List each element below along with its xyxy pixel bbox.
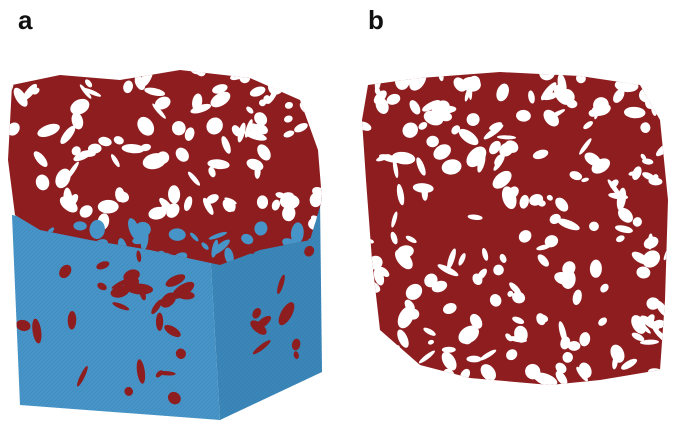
hole: [161, 205, 169, 211]
hole: [303, 79, 323, 100]
hole: [352, 321, 376, 344]
panel-label: b: [368, 5, 384, 35]
hole: [365, 367, 382, 380]
hole: [657, 61, 673, 82]
hole: [356, 259, 368, 283]
hole: [314, 104, 325, 116]
hole: [357, 214, 364, 229]
red-network: [352, 60, 675, 393]
hole: [366, 359, 375, 368]
hole: [356, 70, 368, 82]
hole: [647, 90, 658, 99]
hole: [626, 67, 640, 81]
hole: [652, 369, 669, 383]
hole: [444, 374, 466, 393]
figure: a b: [0, 0, 677, 433]
hole: [366, 345, 378, 354]
panel-label: a: [18, 5, 33, 35]
hole: [419, 376, 431, 386]
page: {"panels": [{"label": "a"}, {"label": "b…: [0, 0, 677, 433]
hole: [356, 232, 365, 242]
